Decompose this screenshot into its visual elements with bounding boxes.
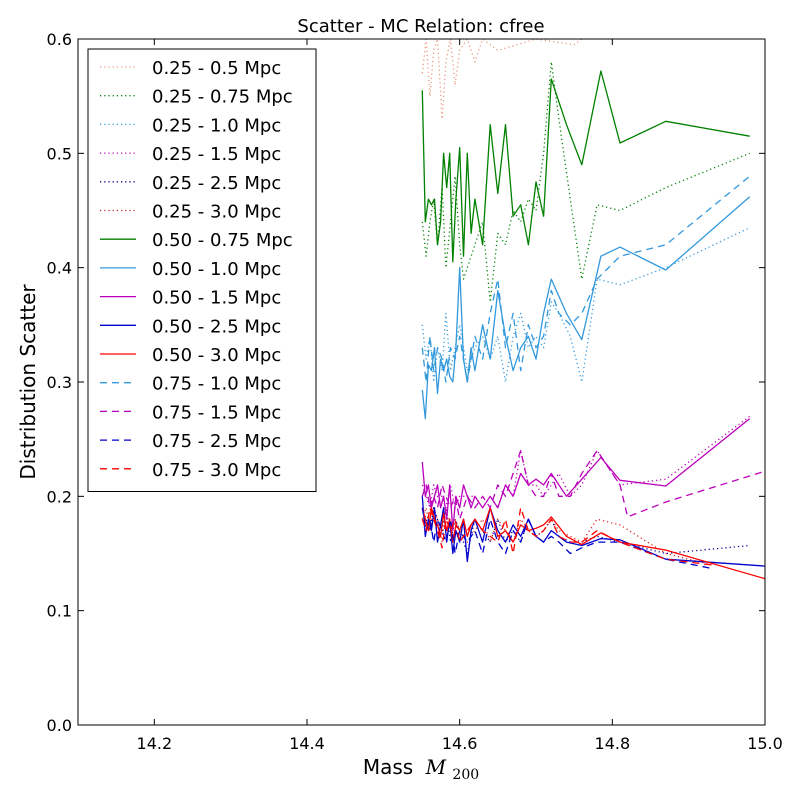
- series-line-0-75-1-5-mpc-dashed: [421, 449, 765, 520]
- y-tick-label: 0.6: [47, 30, 72, 49]
- legend-entry-label: 0.50 - 1.5 Mpc: [152, 288, 281, 309]
- series-line-0-50-0-75-mpc-solid: [421, 70, 750, 263]
- y-tick-label: 0.1: [47, 602, 72, 621]
- x-axis-label-math: M: [425, 755, 447, 779]
- chart-title: Scatter - MC Relation: cfree: [297, 16, 544, 37]
- series-line-0-25-0-5-mpc-dotted: [421, 39, 583, 120]
- legend-entry-label: 0.75 - 1.0 Mpc: [152, 374, 281, 395]
- y-tick-label: 0.2: [47, 487, 72, 506]
- legend-entry-label: 0.25 - 2.5 Mpc: [152, 173, 281, 194]
- y-tick-label: 0.4: [47, 259, 72, 278]
- legend-box: [87, 48, 317, 492]
- legend-entry-label: 0.25 - 0.5 Mpc: [152, 58, 281, 79]
- x-tick-label: 14.8: [595, 734, 631, 753]
- legend-entry-label: 0.25 - 1.0 Mpc: [152, 115, 281, 136]
- series-line-0-50-1-5-mpc-solid: [421, 418, 751, 532]
- legend-entry-label: 0.25 - 0.75 Mpc: [152, 87, 293, 108]
- y-axis-label: Distribution Scatter: [16, 284, 40, 480]
- x-axis-label-subscript: 200: [452, 767, 479, 783]
- legend: 0.25 - 0.5 Mpc 0.25 - 0.75 Mpc 0.25 - 1.0 …: [87, 48, 317, 492]
- series-line-0-50-1-0-mpc-solid: [421, 196, 751, 420]
- legend-entry-label: 0.25 - 3.0 Mpc: [152, 202, 281, 223]
- y-tick-label: 0.0: [47, 716, 72, 735]
- x-tick-label: 15.0: [747, 734, 783, 753]
- legend-entry-label: 0.75 - 1.5 Mpc: [152, 402, 281, 423]
- y-tick-label: 0.3: [47, 373, 72, 392]
- series-line-0-75-3-0-mpc-dashed: [421, 507, 712, 566]
- legend-entry-label: 0.75 - 3.0 Mpc: [152, 460, 281, 481]
- x-tick-label: 14.4: [289, 734, 325, 753]
- series-line-0-25-1-0-mpc-dotted: [421, 227, 750, 383]
- ticks-layer: 14.2 14.4 14.6 14.8 15.0 0.0 0.1 0.2 0.3 0.4 0.5 0.…: [47, 30, 783, 753]
- x-axis-label-text: Mass: [363, 755, 413, 779]
- series-line-0-75-1-0-mpc-dashed: [421, 175, 751, 383]
- legend-entry-label: 0.50 - 3.0 Mpc: [152, 345, 281, 366]
- x-tick-label: 14.6: [442, 734, 478, 753]
- series-line-0-75-2-5-mpc-dashed: [421, 507, 712, 570]
- series-layer: [421, 39, 765, 580]
- series-line-0-25-1-5-mpc-dotted: [421, 415, 751, 509]
- legend-entry-label: 0.50 - 0.75 Mpc: [152, 230, 293, 251]
- x-axis-label: Mass M 200: [363, 755, 479, 783]
- legend-entry-label: 0.25 - 1.5 Mpc: [152, 144, 281, 165]
- series-line-0-25-3-0-mpc-dotted: [421, 507, 712, 566]
- y-tick-label: 0.5: [47, 144, 72, 163]
- x-tick-label: 14.2: [137, 734, 173, 753]
- legend-entry-label: 0.50 - 2.5 Mpc: [152, 316, 281, 337]
- legend-entry-label: 0.75 - 2.5 Mpc: [152, 431, 281, 452]
- legend-entry-label: 0.50 - 1.0 Mpc: [152, 259, 281, 280]
